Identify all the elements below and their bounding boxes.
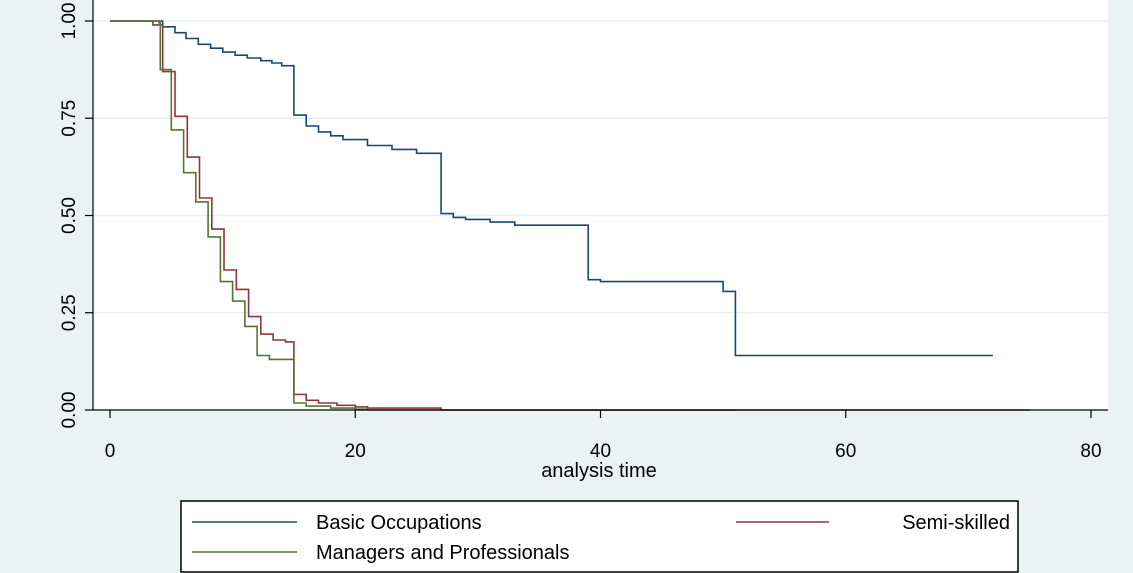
x-tick-label: 40 [590, 441, 611, 462]
axes: 0.00 0.25 0.50 0.75 1.00 0 20 40 60 80 [59, 0, 1108, 462]
x-tick-label: 80 [1080, 441, 1101, 462]
series-line-semi-skilled [110, 20, 1030, 411]
x-tick-label: 20 [345, 441, 366, 462]
x-tick-label: 60 [835, 441, 856, 462]
y-tick-label: 1.00 [59, 3, 80, 40]
legend-label: Managers and Professionals [316, 542, 569, 564]
legend-label: Semi-skilled [902, 512, 1010, 534]
x-axis-label: analysis time [541, 460, 657, 482]
grid-lines [93, 20, 1108, 314]
series-line-managers-and-professionals [110, 20, 736, 411]
series-lines [110, 20, 1030, 411]
y-tick-label: 0.00 [59, 392, 80, 429]
series-line-basic-occupations [110, 20, 993, 357]
plot-area-background [93, 0, 1108, 410]
legend: Basic Occupations Semi-skilled Managers an… [180, 500, 1019, 573]
y-tick-label: 0.25 [59, 294, 80, 331]
x-tick-label: 0 [105, 441, 116, 462]
y-tick-label: 0.75 [59, 100, 80, 137]
y-tick-label: 0.50 [59, 197, 80, 234]
legend-label: Basic Occupations [316, 512, 482, 534]
legend-box [180, 500, 1019, 573]
